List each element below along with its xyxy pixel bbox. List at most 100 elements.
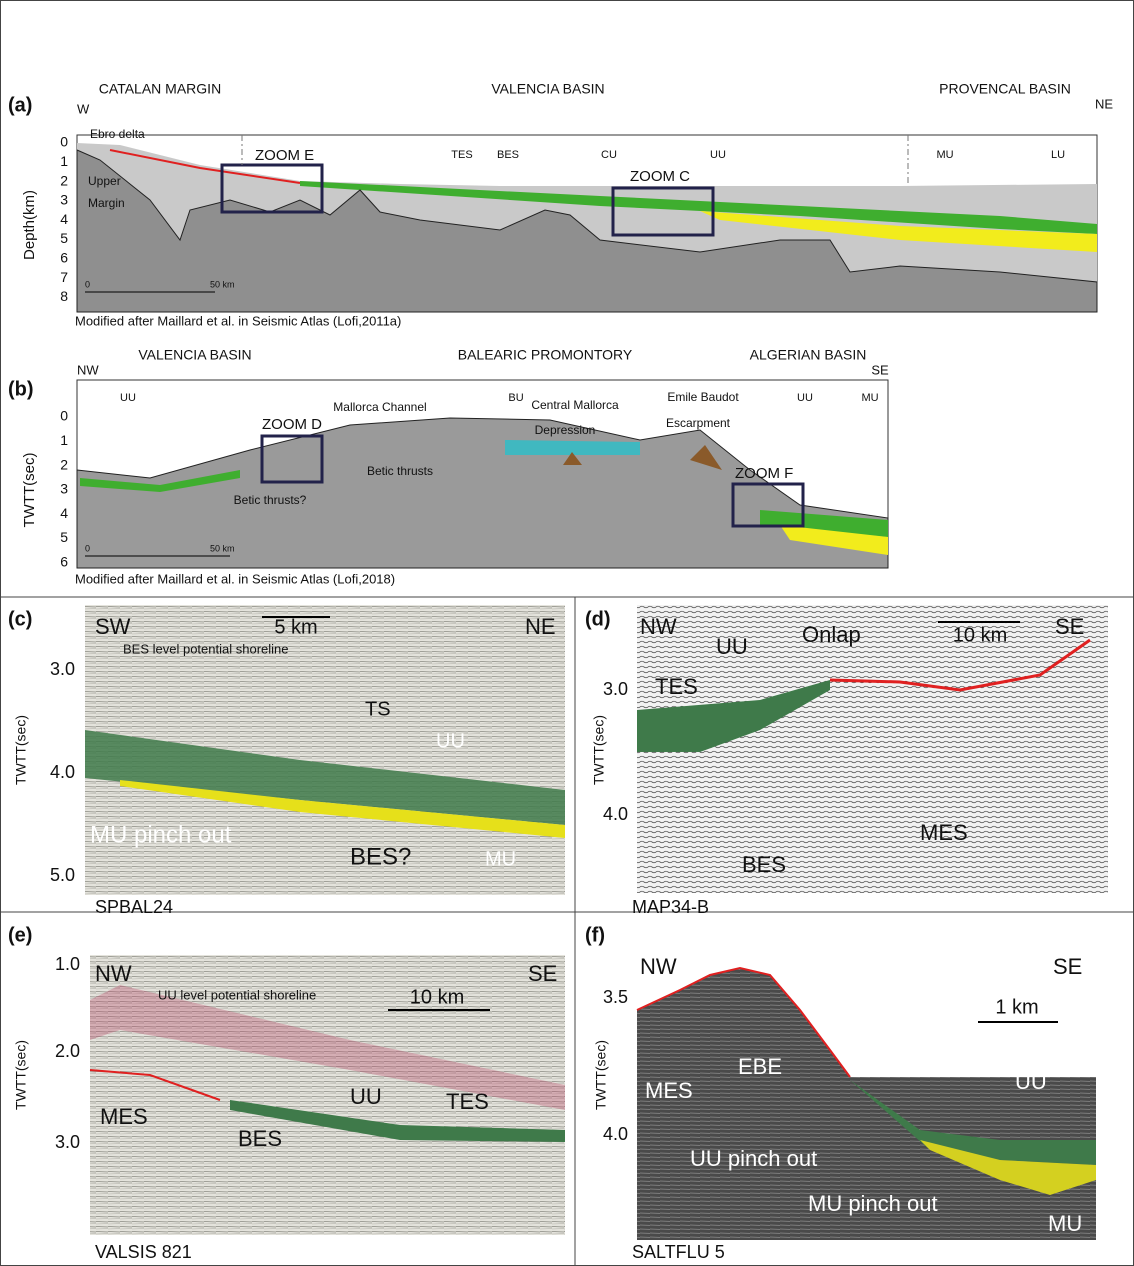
tick-label: 4.0 xyxy=(603,804,628,824)
label: 0 xyxy=(85,279,90,289)
axis-title: TWTT(sec) xyxy=(21,453,38,528)
label: SE xyxy=(1053,954,1082,979)
annotation: MU pinch out xyxy=(90,821,232,848)
annotation: BES level potential shoreline xyxy=(123,641,289,656)
annotation: BES? xyxy=(350,843,411,870)
region: CATALAN MARGIN xyxy=(99,81,221,97)
annotation: MES xyxy=(920,820,968,845)
tick-label: 3.0 xyxy=(55,1132,80,1152)
annotation: UU xyxy=(710,149,726,161)
tick-label: 2 xyxy=(60,172,68,188)
water xyxy=(637,955,1096,1077)
seismic-f xyxy=(636,955,1096,1240)
tick-label: 6 xyxy=(60,250,68,266)
mes-line xyxy=(636,966,851,1078)
seismic-image xyxy=(90,955,565,1235)
label: SW xyxy=(95,614,131,639)
mes-line xyxy=(109,149,301,184)
scale-label: 5 km xyxy=(274,616,317,638)
label: NW xyxy=(640,954,677,979)
annotation: MU xyxy=(936,149,953,161)
annotation: ZOOM E xyxy=(255,147,314,164)
caption: VALSIS 821 xyxy=(95,1242,192,1262)
label: 50 km xyxy=(210,279,235,289)
scale-label: 10 km xyxy=(953,624,1007,646)
annotation: ZOOM D xyxy=(262,416,322,433)
layer-green xyxy=(850,1080,1096,1165)
layer-green xyxy=(80,470,240,492)
seismic-c xyxy=(85,605,565,895)
annotation: UU xyxy=(797,392,813,404)
annotation: Betic thrusts? xyxy=(234,493,307,507)
layer-green xyxy=(637,680,830,752)
label: W xyxy=(77,101,90,116)
section-a xyxy=(76,134,1098,313)
basement xyxy=(76,149,1098,313)
annotation: MU xyxy=(485,848,516,870)
label: NW xyxy=(77,362,99,377)
basement xyxy=(76,417,889,569)
axis-title: TWTT(sec) xyxy=(591,715,607,785)
tick-label: 4.0 xyxy=(603,1124,628,1144)
seismic-e xyxy=(89,955,565,1235)
tick-label: 1 xyxy=(60,153,68,169)
panel-label: (a) xyxy=(8,94,32,116)
tick-label: 3 xyxy=(60,192,68,208)
label: NE xyxy=(525,614,556,639)
tick-label: 4 xyxy=(60,505,68,521)
annotation: Ebro delta xyxy=(90,127,145,141)
annotation: TES xyxy=(655,674,698,699)
layer-green xyxy=(85,730,565,825)
tick-label: 5.0 xyxy=(50,865,75,885)
layer-cyan xyxy=(505,440,640,455)
region: VALENCIA BASIN xyxy=(138,347,251,363)
annotation: Onlap xyxy=(802,622,861,647)
layer-color xyxy=(90,985,565,1110)
axis-title: TWTT(sec) xyxy=(593,1040,609,1110)
scale-label: 10 km xyxy=(410,986,464,1008)
salt xyxy=(690,445,722,470)
salt xyxy=(563,452,582,465)
region: VALENCIA BASIN xyxy=(491,81,604,97)
tick-label: 4.0 xyxy=(50,762,75,782)
annotation: UU xyxy=(120,392,136,404)
annotation: EBE xyxy=(738,1054,782,1079)
layer-yellow xyxy=(920,1140,1096,1195)
tick-label: 4 xyxy=(60,211,68,227)
annotation: Escarpment xyxy=(666,416,731,430)
annotation: TES xyxy=(446,1089,489,1114)
panel-label: (e) xyxy=(8,924,32,946)
section-b xyxy=(76,379,889,569)
zoom-box xyxy=(220,163,324,214)
tick-label: 3.0 xyxy=(603,679,628,699)
tick-label: 6 xyxy=(60,554,68,570)
annotation: Betic thrusts xyxy=(367,464,433,478)
label: NE xyxy=(1095,96,1113,111)
caption: SALTFLU 5 xyxy=(632,1242,725,1262)
annotation: CU xyxy=(601,149,617,161)
tick-label: 1 xyxy=(60,432,68,448)
zoom-box xyxy=(260,434,324,484)
annotation: MU xyxy=(1048,1211,1082,1236)
panel-label: (c) xyxy=(8,608,32,630)
region: ALGERIAN BASIN xyxy=(750,347,867,363)
tick-label: 5 xyxy=(60,230,68,246)
annotation: TS xyxy=(365,698,391,720)
tick-label: 3 xyxy=(60,481,68,497)
region: BALEARIC PROMONTORY xyxy=(458,347,633,363)
annotation: Depression xyxy=(535,423,596,437)
annotation: LU xyxy=(1051,149,1065,161)
credit: Modified after Maillard et al. in Seismi… xyxy=(75,313,401,328)
annotation: BES xyxy=(497,149,519,161)
panel-label: (b) xyxy=(8,378,34,400)
seismic-image xyxy=(637,605,1108,893)
caption: MAP34-B xyxy=(632,897,709,917)
mes-line xyxy=(829,638,1091,692)
layer-yellow xyxy=(120,780,565,838)
tick-label: 8 xyxy=(60,288,68,304)
tick-label: 5 xyxy=(60,529,68,545)
annotation: UU xyxy=(436,730,465,752)
zoom-box xyxy=(731,482,805,528)
region: PROVENCAL BASIN xyxy=(939,81,1071,97)
